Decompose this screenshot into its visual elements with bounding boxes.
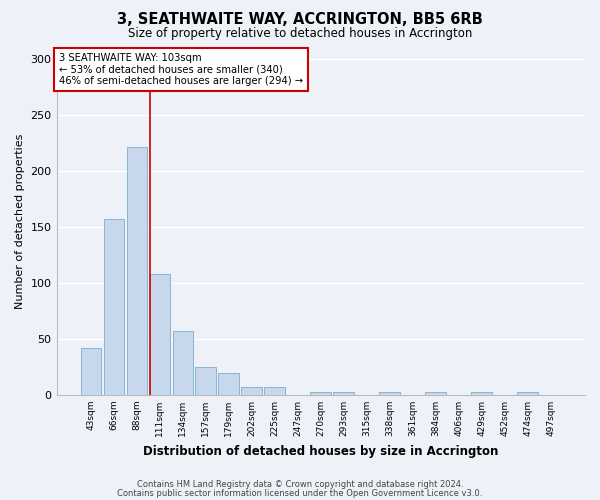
Bar (472, 392, 492, 395)
Bar (149, 274, 170, 395)
Text: Contains public sector information licensed under the Open Government Licence v3: Contains public sector information licen… (118, 489, 482, 498)
Bar (127, 147, 147, 395)
X-axis label: Distribution of detached houses by size in Accrington: Distribution of detached houses by size … (143, 444, 499, 458)
Text: 3, SEATHWAITE WAY, ACCRINGTON, BB5 6RB: 3, SEATHWAITE WAY, ACCRINGTON, BB5 6RB (117, 12, 483, 28)
Bar (379, 392, 400, 395)
Y-axis label: Number of detached properties: Number of detached properties (15, 134, 25, 309)
Text: Contains HM Land Registry data © Crown copyright and database right 2024.: Contains HM Land Registry data © Crown c… (137, 480, 463, 489)
Bar (310, 392, 331, 395)
Bar (80, 348, 101, 395)
Bar (517, 392, 538, 395)
Text: Size of property relative to detached houses in Accrington: Size of property relative to detached ho… (128, 28, 472, 40)
Text: 3 SEATHWAITE WAY: 103sqm
← 53% of detached houses are smaller (340)
46% of semi-: 3 SEATHWAITE WAY: 103sqm ← 53% of detach… (59, 52, 304, 86)
Bar (104, 219, 124, 395)
Bar (218, 372, 239, 395)
Bar (196, 367, 216, 395)
Bar (265, 387, 285, 395)
Bar (173, 331, 193, 395)
Bar (425, 392, 446, 395)
Bar (334, 392, 354, 395)
Bar (241, 387, 262, 395)
